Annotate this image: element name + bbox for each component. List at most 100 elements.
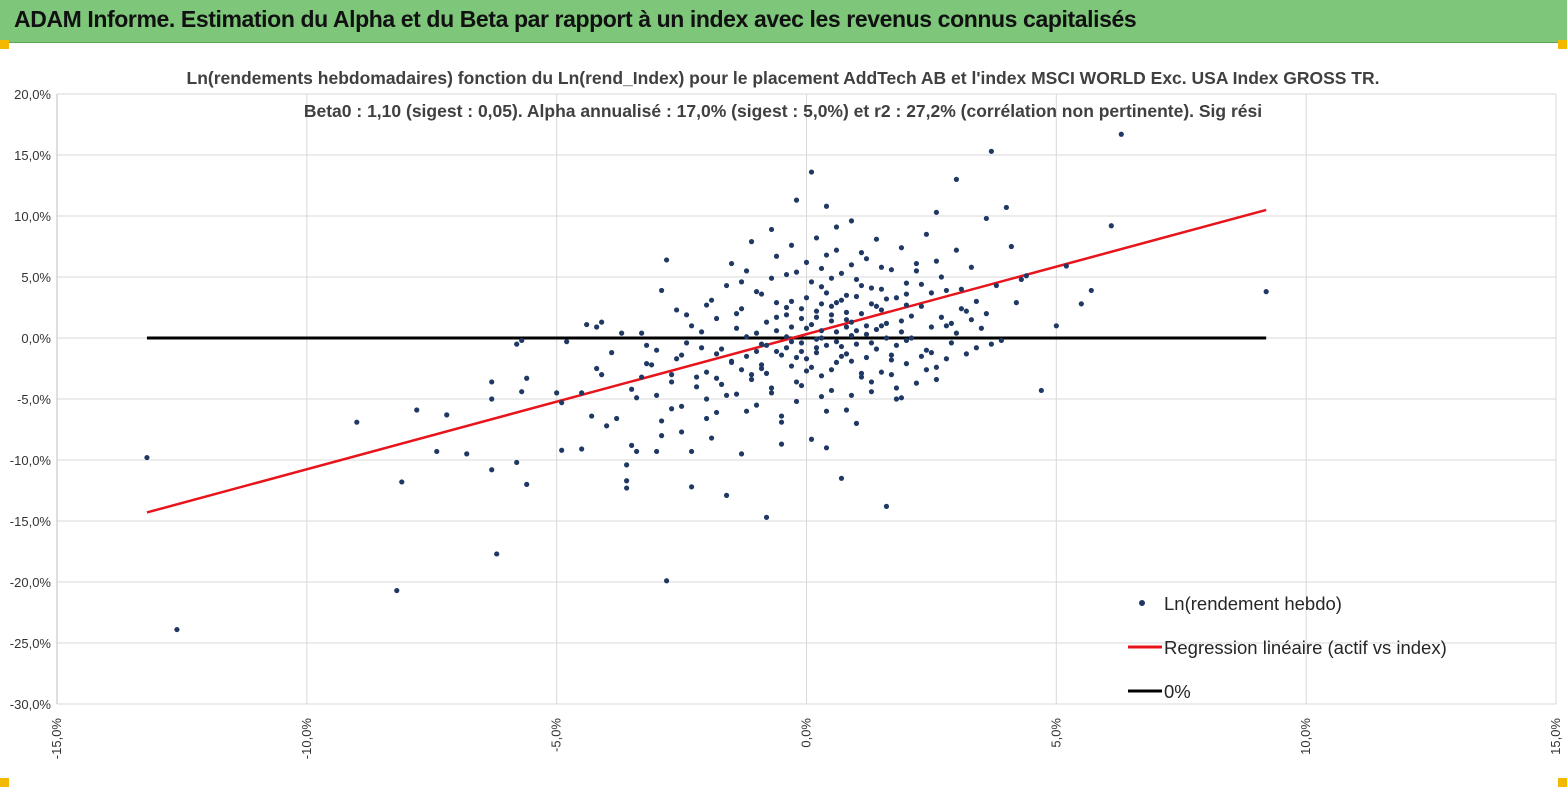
data-point	[788, 363, 795, 369]
data-point	[708, 435, 715, 441]
x-tick-label: -5,0%	[549, 718, 564, 752]
data-point	[688, 448, 695, 455]
data-point	[624, 462, 630, 468]
data-point	[863, 354, 870, 361]
data-point	[843, 324, 850, 330]
data-point	[788, 298, 795, 304]
data-point	[873, 326, 880, 333]
data-point	[813, 350, 820, 356]
data-point	[853, 420, 860, 426]
data-point	[818, 393, 825, 400]
data-point	[848, 358, 855, 364]
data-point	[918, 281, 925, 287]
data-point	[723, 492, 730, 498]
data-point	[838, 343, 845, 350]
data-point	[718, 346, 725, 352]
data-point	[823, 445, 830, 451]
data-point	[828, 312, 835, 318]
data-point	[1053, 323, 1059, 329]
data-point	[1008, 243, 1014, 250]
data-point	[848, 319, 855, 325]
data-point	[853, 293, 860, 300]
data-point	[768, 385, 775, 391]
data-point	[868, 379, 875, 385]
y-tick-label: -5,0%	[17, 392, 51, 407]
data-point	[903, 291, 910, 297]
data-point	[654, 347, 660, 353]
data-point	[594, 365, 600, 372]
x-tick-label: -10,0%	[299, 718, 314, 760]
data-point	[763, 319, 770, 325]
data-point	[808, 364, 815, 370]
data-point	[943, 287, 950, 294]
data-point	[564, 339, 570, 345]
data-point	[673, 356, 680, 362]
data-point	[818, 335, 825, 341]
data-point	[489, 396, 495, 402]
x-tick-label: 5,0%	[1048, 718, 1063, 748]
data-point	[843, 407, 850, 413]
data-point	[743, 268, 750, 274]
data-point	[1063, 263, 1069, 269]
data-point	[683, 340, 690, 346]
data-point	[1003, 204, 1009, 211]
data-point	[658, 287, 665, 294]
data-point	[798, 315, 805, 322]
data-point	[683, 312, 690, 318]
data-point	[654, 448, 660, 455]
data-point	[948, 320, 955, 326]
data-point	[698, 329, 705, 335]
data-point	[753, 289, 760, 295]
data-point	[783, 334, 790, 340]
legend-label-points: Ln(rendement hebdo)	[1164, 593, 1342, 614]
data-point	[579, 390, 585, 396]
data-point	[434, 448, 440, 455]
data-point	[943, 356, 950, 362]
data-point	[968, 317, 974, 323]
data-point	[898, 395, 905, 401]
data-point	[773, 328, 780, 334]
corner-marker-bottom-left	[0, 778, 9, 787]
data-point	[668, 379, 675, 385]
data-point	[743, 353, 750, 359]
data-point	[758, 291, 765, 297]
data-point	[813, 336, 820, 342]
data-point	[823, 203, 830, 209]
data-point	[559, 400, 565, 406]
data-point	[599, 372, 605, 378]
data-point	[713, 375, 720, 381]
data-point	[943, 323, 950, 329]
data-point	[838, 353, 845, 359]
data-point	[783, 304, 790, 311]
data-point	[903, 361, 910, 367]
data-point	[723, 282, 730, 289]
data-point	[928, 290, 935, 296]
banner-title: ADAM Informe. Estimation du Alpha et du …	[14, 6, 1137, 32]
data-point	[953, 176, 960, 182]
data-point	[883, 296, 890, 302]
data-point	[838, 270, 845, 276]
data-point	[883, 335, 890, 341]
data-point	[833, 359, 840, 365]
data-point	[1263, 289, 1269, 295]
data-point	[908, 313, 915, 319]
data-point	[629, 386, 635, 392]
data-point	[494, 551, 500, 557]
data-point	[833, 300, 840, 306]
data-point	[828, 275, 835, 281]
data-point	[788, 339, 795, 345]
data-point	[778, 441, 785, 447]
data-point	[524, 375, 530, 381]
data-point	[798, 306, 805, 312]
data-point	[793, 197, 800, 203]
data-point	[858, 311, 865, 317]
data-point	[678, 429, 685, 435]
point-layer	[144, 131, 1269, 633]
data-point	[828, 367, 835, 373]
data-point	[708, 297, 715, 303]
data-point	[713, 351, 720, 357]
data-point	[579, 446, 585, 452]
data-point	[933, 209, 940, 215]
data-point	[958, 306, 964, 312]
data-point	[868, 285, 875, 291]
